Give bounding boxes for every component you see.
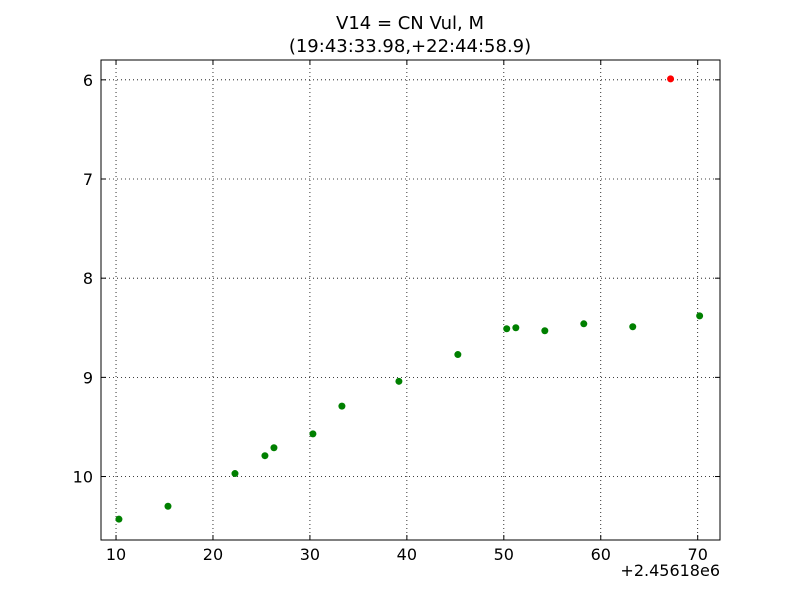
y-tick-label: 6 — [83, 71, 93, 90]
point — [541, 327, 549, 335]
point — [270, 444, 278, 452]
point — [395, 377, 403, 385]
y-tick-label: 10 — [73, 468, 93, 487]
x-tick-label: 50 — [494, 545, 514, 564]
point — [580, 320, 588, 328]
point — [231, 470, 239, 478]
x-offset-label: +2.45618e6 — [620, 561, 720, 580]
point — [338, 402, 346, 410]
chart-title: V14 = CN Vul, M — [336, 13, 484, 34]
x-tick-label: 40 — [397, 545, 417, 564]
y-tick-label: 8 — [83, 269, 93, 288]
y-tick-label: 7 — [83, 170, 93, 189]
chart-subtitle: (19:43:33.98,+22:44:58.9) — [289, 36, 531, 57]
x-tick-label: 20 — [203, 545, 223, 564]
point — [309, 430, 317, 438]
point — [629, 323, 637, 331]
x-tick-label: 30 — [300, 545, 320, 564]
point — [454, 351, 462, 359]
point — [115, 515, 123, 523]
point — [164, 502, 172, 510]
x-tick-label: 70 — [688, 545, 708, 564]
point — [512, 324, 520, 332]
point — [696, 312, 704, 320]
plot-frame — [100, 59, 721, 541]
point — [503, 325, 511, 333]
point — [667, 75, 675, 83]
y-tick-label: 9 — [83, 368, 93, 387]
point — [261, 452, 269, 460]
x-tick-label: 10 — [106, 545, 126, 564]
x-tick-label: 60 — [591, 545, 611, 564]
